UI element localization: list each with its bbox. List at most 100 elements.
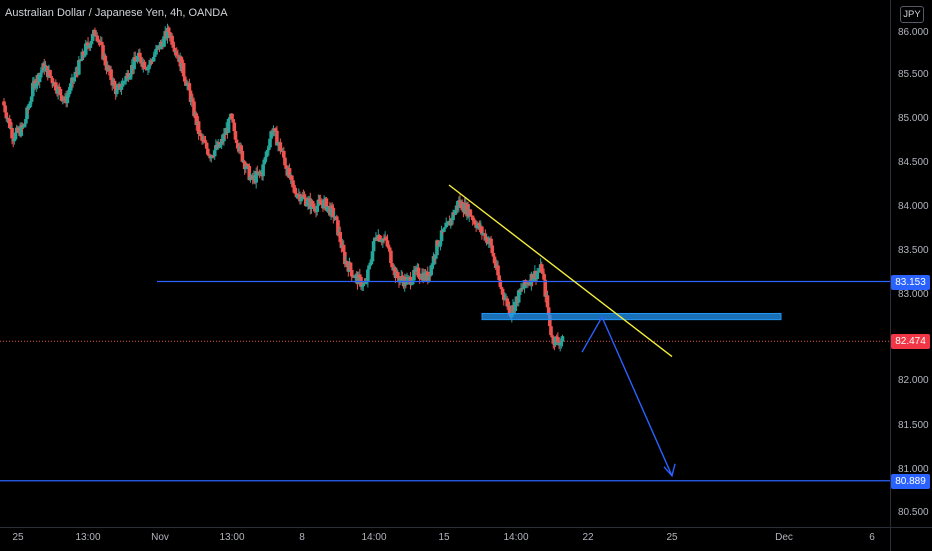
candle-body xyxy=(501,294,506,300)
candle-body xyxy=(49,76,54,79)
candle-body xyxy=(372,238,377,242)
candle-body xyxy=(324,198,329,211)
candle-body xyxy=(27,103,32,109)
candle-body xyxy=(438,241,443,245)
candle-body xyxy=(128,74,133,78)
candle-body xyxy=(231,119,235,123)
candle-body xyxy=(112,80,117,86)
candle-body xyxy=(171,44,176,48)
candle-body xyxy=(10,128,14,139)
candle-body xyxy=(48,69,52,77)
candle-body xyxy=(13,132,18,140)
candle-body xyxy=(2,101,6,106)
candle-body xyxy=(7,119,12,129)
candle-body xyxy=(543,279,548,297)
candle-body xyxy=(419,278,423,280)
candle-body xyxy=(62,99,66,101)
candle-body xyxy=(556,337,560,342)
candle-body xyxy=(521,288,526,290)
candle-body xyxy=(437,244,442,247)
candle-body xyxy=(546,307,551,316)
price-tick-label: 85.500 xyxy=(898,69,929,80)
candle-body xyxy=(469,215,474,217)
candle-body xyxy=(336,220,340,236)
candle-body xyxy=(273,128,278,131)
candle-body xyxy=(192,101,196,117)
candle-body xyxy=(204,142,209,149)
time-tick-label: 25 xyxy=(12,532,24,543)
candle-body xyxy=(428,274,432,276)
candle-body xyxy=(24,119,28,124)
axis-corner xyxy=(890,527,932,551)
candle-body xyxy=(516,290,521,303)
candle-body xyxy=(343,251,347,265)
chart-canvas[interactable] xyxy=(0,0,890,527)
candle-body xyxy=(554,336,559,338)
candle-body xyxy=(368,264,372,266)
candle-body xyxy=(439,230,444,242)
candle-body xyxy=(409,283,414,285)
time-axis[interactable] xyxy=(0,527,890,551)
candle-body xyxy=(246,164,250,166)
candle-body xyxy=(67,90,72,94)
candle-body xyxy=(539,264,544,273)
candle-body xyxy=(200,136,204,140)
price-tick-label: 84.000 xyxy=(898,201,929,212)
candle-body xyxy=(367,265,371,270)
chart-area[interactable]: Australian Dollar / Japanese Yen, 4h, OA… xyxy=(0,0,890,527)
candle-body xyxy=(301,195,306,197)
candle-body xyxy=(499,286,504,289)
candle-body xyxy=(325,206,330,211)
candle-body xyxy=(59,95,64,101)
candle-body xyxy=(234,139,239,144)
projection-arrow xyxy=(581,315,673,477)
candle-body xyxy=(222,133,226,142)
candle-body xyxy=(239,145,244,151)
candle-body xyxy=(77,60,81,75)
candle-body xyxy=(245,164,249,168)
candle-body xyxy=(310,201,315,207)
candle-body xyxy=(303,197,308,206)
candle-body xyxy=(316,199,321,206)
candle-body xyxy=(4,112,9,119)
candle-body xyxy=(317,199,322,201)
candle-body xyxy=(269,131,273,139)
candle-body xyxy=(212,150,217,157)
candle-body xyxy=(400,275,405,281)
candle-body xyxy=(353,275,358,278)
candle-body xyxy=(95,35,100,41)
candle-body xyxy=(72,77,77,82)
candle-body xyxy=(513,301,518,312)
candle-body xyxy=(79,59,83,62)
candle-body xyxy=(363,282,368,284)
candle-body xyxy=(442,228,446,232)
candle-body xyxy=(298,194,302,202)
candle-body xyxy=(267,147,271,150)
candle-body xyxy=(278,142,283,151)
candle-body xyxy=(54,82,58,91)
candle-body xyxy=(124,76,128,82)
candle-body xyxy=(386,246,391,248)
candle-body xyxy=(83,43,88,55)
candle-body xyxy=(358,274,362,277)
candle-body xyxy=(483,233,488,241)
candle-body xyxy=(416,267,421,278)
currency-badge[interactable]: JPY xyxy=(900,6,924,23)
candle-body xyxy=(146,67,150,70)
candle-body xyxy=(109,69,113,80)
candle-body xyxy=(364,281,369,283)
candle-body xyxy=(453,210,458,215)
candle-body xyxy=(369,261,374,265)
candle-body xyxy=(133,57,138,61)
price-axis[interactable] xyxy=(890,0,932,527)
candle-body xyxy=(349,270,354,277)
candle-body xyxy=(293,188,298,194)
candle-body xyxy=(162,36,166,47)
candle-body xyxy=(57,86,62,89)
candle-body xyxy=(276,142,280,146)
candle-body xyxy=(548,315,552,327)
candle-body xyxy=(226,118,231,133)
candle-body xyxy=(34,83,39,88)
candle-body xyxy=(292,187,296,189)
candle-body xyxy=(530,273,535,282)
